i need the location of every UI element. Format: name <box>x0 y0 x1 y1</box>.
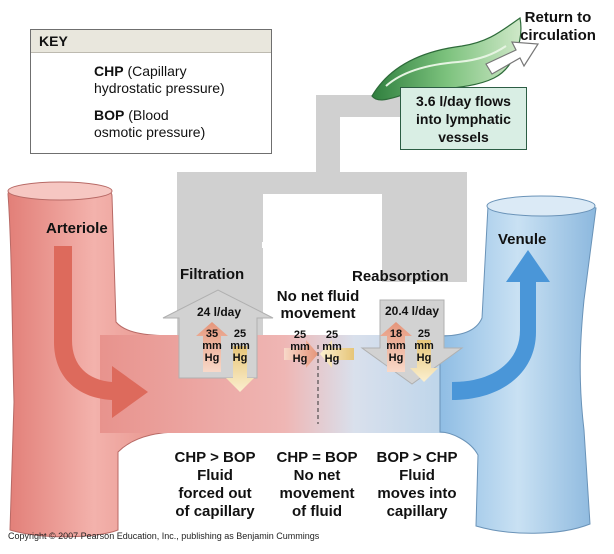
arteriole-label: Arteriole <box>46 220 108 237</box>
caption-filtration-line2: Fluid <box>197 467 233 484</box>
middle-chp-value: 25 mm Hg <box>282 329 318 365</box>
caption-no-net-line2: No net <box>293 467 341 484</box>
filtration-chp-number: 35 <box>205 328 219 340</box>
filtration-bop-value: 25 mm Hg <box>222 328 258 364</box>
venule-label: Venule <box>498 231 547 248</box>
reabsorption-chp-arrow <box>380 322 412 372</box>
arteriole-opening <box>7 181 113 201</box>
key-bop-line1: (Blood <box>128 107 169 123</box>
key-chp-line1: (Capillary <box>127 63 187 79</box>
middle-bop-unit1: mm <box>322 341 342 353</box>
filtration-bop-number: 25 <box>233 328 247 340</box>
reabsorption-label: Reabsorption <box>352 268 449 285</box>
key-chp-text: CHP (Capillary hydrostatic pressure) <box>94 63 225 97</box>
filtration-rate: 24 l/day <box>196 305 242 319</box>
lymph-line3: vessels <box>438 128 489 145</box>
reabsorption-bop-number: 25 <box>417 328 431 340</box>
caption-reabsorption-line1: BOP > CHP <box>376 449 458 466</box>
return-arrow <box>485 41 540 75</box>
reabsorption-chp-unit2: Hg <box>388 352 404 364</box>
filtration-chp-unit1: mm <box>202 340 222 352</box>
venule-opening <box>486 195 596 217</box>
filtration-bop-unit2: Hg <box>232 352 248 364</box>
lymph-flow-box: 3.6 l/day flows into lymphatic vessels <box>400 87 527 150</box>
key-bop-text: BOP (Blood osmotic pressure) <box>94 107 205 141</box>
caption-no-net: CHP = BOP No net movement of fluid <box>262 449 372 521</box>
reabsorption-bop-unit1: mm <box>414 340 434 352</box>
middle-chp-arrow <box>284 340 318 368</box>
reabsorption-bop-value: 25 mm Hg <box>406 328 442 364</box>
reabsorption-bop-unit2: Hg <box>416 352 432 364</box>
reabsorption-chp-number: 18 <box>389 328 403 340</box>
arteriole-flow-arrow <box>54 246 148 418</box>
middle-bop-arrow <box>320 340 354 368</box>
caption-filtration-line1: CHP > BOP <box>174 449 256 466</box>
key-title: KEY <box>31 30 271 53</box>
key-chp-line2: hydrostatic pressure) <box>94 80 225 96</box>
middle-bop-value: 25 mm Hg <box>314 329 350 365</box>
caption-filtration: CHP > BOP Fluid forced out of capillary <box>160 449 270 521</box>
filtration-chp-arrow <box>196 322 228 372</box>
return-label: Return to circulation <box>508 9 608 45</box>
caption-reabsorption-line2: Fluid <box>399 467 435 484</box>
middle-chp-unit1: mm <box>290 341 310 353</box>
filtration-chp-value: 35 mm Hg <box>194 328 230 364</box>
copyright-text: Copyright © 2007 Pearson Education, Inc.… <box>8 531 320 541</box>
caption-no-net-line3: movement <box>279 485 355 502</box>
caption-reabsorption-line3: moves into <box>377 485 457 502</box>
no-net-line2: movement <box>280 305 356 322</box>
key-chp-abbr: CHP <box>94 63 124 79</box>
caption-no-net-line1: CHP = BOP <box>276 449 358 466</box>
return-line1: Return to <box>524 9 592 26</box>
lymph-line2: into lymphatic <box>416 110 511 127</box>
filtration-bop-unit1: mm <box>230 340 250 352</box>
caption-no-net-line4: of fluid <box>292 503 342 520</box>
caption-filtration-line4: of capillary <box>175 503 255 520</box>
filtration-bop-arrow <box>226 346 254 392</box>
caption-reabsorption: BOP > CHP Fluid moves into capillary <box>362 449 472 521</box>
no-net-line1: No net fluid <box>276 288 360 305</box>
middle-chp-number: 25 <box>293 329 307 341</box>
return-line2: circulation <box>520 27 596 44</box>
reabsorption-chp-value: 18 mm Hg <box>378 328 414 364</box>
reabsorption-rate: 20.4 l/day <box>384 304 440 318</box>
reabsorption-bop-arrow <box>410 340 438 382</box>
filtration-label: Filtration <box>180 266 245 283</box>
reabsorption-chp-unit1: mm <box>386 340 406 352</box>
key-legend: KEY <box>30 29 272 154</box>
lymph-line1: 3.6 l/day flows <box>416 92 511 109</box>
key-bop-line2: osmotic pressure) <box>94 124 206 140</box>
caption-reabsorption-line4: capillary <box>386 503 448 520</box>
no-net-label: No net fluid movement <box>262 288 374 322</box>
filtration-chp-unit2: Hg <box>204 352 220 364</box>
middle-bop-unit2: Hg <box>324 353 340 365</box>
key-bop-abbr: BOP <box>94 107 125 123</box>
caption-filtration-line3: forced out <box>178 485 252 502</box>
middle-bop-number: 25 <box>325 329 339 341</box>
middle-chp-unit2: Hg <box>292 353 308 365</box>
venule-flow-arrow <box>452 250 550 400</box>
